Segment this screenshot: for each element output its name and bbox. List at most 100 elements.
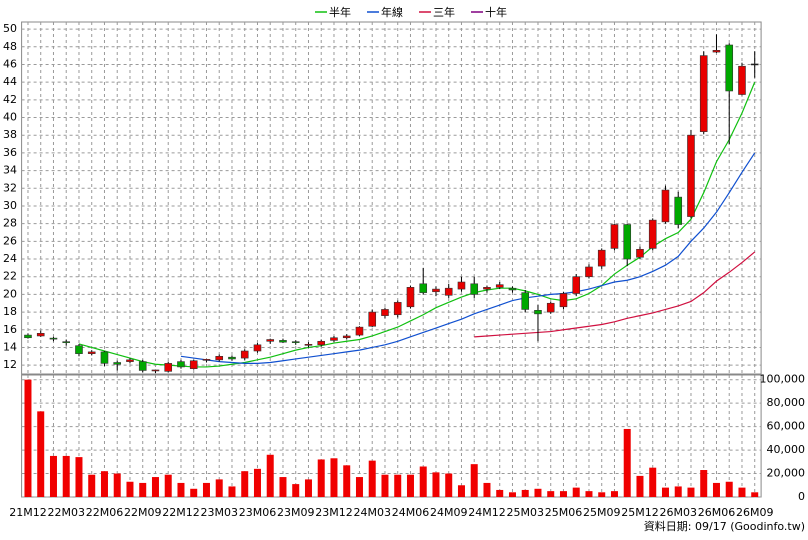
candle-body — [164, 363, 173, 372]
x-tick-label: 22M09 — [124, 506, 162, 519]
candle-body — [508, 287, 517, 291]
candle-body — [75, 345, 83, 354]
ma-line — [180, 152, 756, 364]
y-tick-label: 38 — [3, 128, 17, 141]
candle-body — [291, 341, 300, 343]
candle-body — [24, 334, 32, 339]
volume-bar — [508, 492, 516, 497]
y-tick-label: 42 — [3, 93, 17, 106]
candle-body — [393, 302, 402, 316]
volume-bar — [88, 474, 96, 497]
y-tick-label: 34 — [3, 164, 17, 177]
volume-tick-label: 80,000 — [767, 396, 806, 409]
volume-bar — [49, 455, 57, 497]
candle-body — [636, 248, 644, 258]
volume-bar — [253, 468, 261, 497]
candle-body — [661, 189, 670, 223]
candle-body — [138, 361, 147, 371]
volume-bar — [24, 379, 32, 497]
candle-body — [113, 362, 122, 365]
candle-body — [151, 369, 160, 372]
y-tick-label: 36 — [3, 146, 17, 159]
y-tick-label: 20 — [3, 287, 17, 300]
candle-body — [177, 361, 185, 368]
volume-bar — [126, 481, 134, 497]
volume-bar — [381, 474, 389, 497]
volume-bar — [483, 482, 491, 497]
y-tick-label: 24 — [3, 252, 17, 265]
candle-body — [419, 283, 428, 293]
volume-bar — [470, 464, 478, 497]
candle-body — [36, 333, 45, 337]
x-tick-label: 22M12 — [162, 506, 200, 519]
volume-bar — [572, 487, 580, 497]
volume-bar — [406, 474, 414, 497]
volume-bar — [100, 471, 108, 497]
price-frame — [21, 21, 762, 375]
x-tick-label: 22M06 — [86, 506, 124, 519]
x-tick-label: 24M03 — [353, 506, 391, 519]
candle-body — [432, 288, 440, 293]
volume-bar — [355, 477, 363, 497]
volume-bar — [394, 474, 402, 497]
volume-bar — [292, 484, 300, 497]
candle-body — [342, 335, 351, 339]
volume-bar — [610, 491, 618, 497]
volume-bar — [266, 454, 274, 497]
x-tick-label: 26M09 — [736, 506, 774, 519]
candle-body — [585, 266, 593, 278]
x-tick-label: 24M06 — [392, 506, 430, 519]
y-tick-label: 30 — [3, 199, 17, 212]
volume-bar — [547, 491, 555, 497]
volume-tick-label: 40,000 — [767, 443, 806, 456]
x-tick-label: 26M03 — [659, 506, 697, 519]
candle-body — [215, 356, 224, 361]
volume-bar — [687, 487, 695, 497]
candle-body — [406, 287, 415, 308]
x-tick-label: 25M12 — [621, 506, 659, 519]
volume-bar — [700, 470, 708, 497]
candle-body — [49, 337, 58, 340]
x-tick-label: 23M09 — [277, 506, 315, 519]
volume-bar — [636, 475, 644, 497]
candle-body — [126, 359, 134, 362]
volume-bar — [496, 489, 504, 497]
volume-tick-label: 0 — [798, 490, 805, 503]
candle-body — [674, 196, 683, 225]
y-tick-label: 18 — [3, 305, 17, 318]
volume-bar — [241, 471, 249, 497]
volume-bar — [598, 492, 606, 497]
legend-label: 十年 — [485, 5, 507, 19]
candle-body — [572, 276, 581, 294]
candle-body — [279, 340, 287, 343]
candle-body — [87, 351, 96, 354]
volume-bar — [661, 487, 669, 497]
volume-bar — [712, 482, 720, 497]
candle-body — [687, 134, 695, 217]
x-tick-label: 22M03 — [47, 506, 85, 519]
volume-bar — [62, 455, 70, 497]
volume-bar — [190, 488, 198, 497]
candle-body — [648, 219, 657, 249]
x-tick-label: 26M06 — [698, 506, 736, 519]
candle-body — [240, 350, 249, 359]
volume-bar — [725, 481, 733, 497]
candle-body — [62, 341, 71, 343]
x-tick-label: 25M06 — [545, 506, 583, 519]
volume-bar — [521, 489, 529, 497]
x-tick-label: 23M06 — [239, 506, 277, 519]
volume-bar — [139, 482, 147, 497]
candle-body — [725, 44, 734, 92]
candle-body — [368, 311, 377, 327]
volume-bar — [738, 487, 746, 497]
volume-bar — [534, 488, 542, 497]
y-tick-label: 14 — [3, 340, 17, 353]
candle-body — [355, 326, 364, 336]
y-tick-label: 32 — [3, 181, 17, 194]
volume-bar — [559, 491, 567, 497]
volume-bar — [304, 479, 312, 497]
footer: 資料日期: 09/17 (Goodinfo.tw) — [644, 519, 805, 533]
volume-bar — [215, 479, 223, 497]
volume-bar — [585, 491, 593, 497]
